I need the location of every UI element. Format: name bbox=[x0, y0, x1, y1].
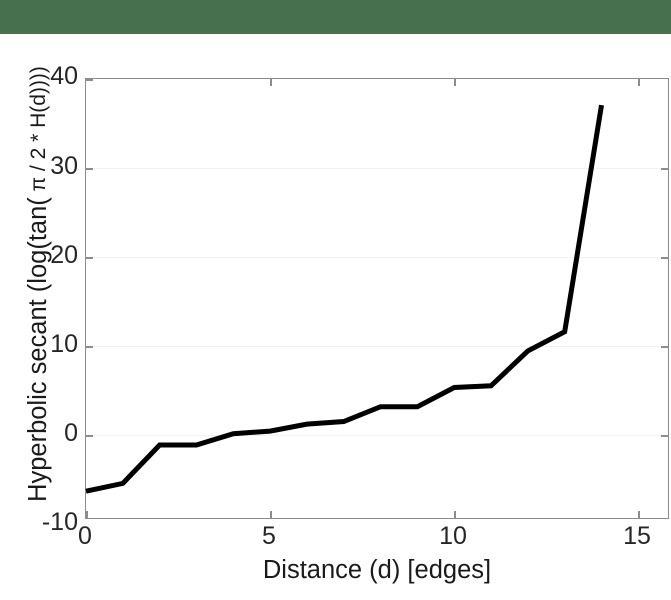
y-tick-label: 30 bbox=[50, 152, 78, 180]
x-tick-mark-top-10 bbox=[454, 79, 456, 86]
x-axis-title: Distance (d) [edges] bbox=[262, 556, 492, 584]
y-tick-label: 0 bbox=[64, 419, 78, 447]
y-tick-mark-right-30 bbox=[661, 168, 668, 170]
gridline-y0 bbox=[86, 435, 668, 436]
y-tick-mark-right-10 bbox=[661, 346, 668, 348]
gridline-y20 bbox=[86, 257, 668, 258]
y-tick-mark-0 bbox=[86, 435, 93, 437]
y-tick-mark-20 bbox=[86, 257, 93, 259]
x-tick-mark-10 bbox=[454, 511, 456, 518]
x-tick-label: 15 bbox=[623, 522, 651, 550]
x-tick-mark-15 bbox=[638, 511, 640, 518]
x-tick-mark-0 bbox=[86, 511, 88, 518]
y-tick-mark-30 bbox=[86, 168, 93, 170]
y-tick-mark-10 bbox=[86, 346, 93, 348]
y-tick-label: 40 bbox=[50, 62, 78, 90]
y-tick-label: 10 bbox=[50, 330, 78, 358]
y-tick-mark-right-0 bbox=[661, 435, 668, 437]
y-tick-mark-40 bbox=[86, 79, 93, 81]
y-axis-title-container: Hyperbolic secant (log(tan( π / 2 * H(d)… bbox=[18, 0, 58, 584]
y-tick-label: 20 bbox=[50, 241, 78, 269]
top-color-band bbox=[0, 0, 671, 34]
y-tick-mark-right-20 bbox=[661, 257, 668, 259]
x-tick-mark-5 bbox=[270, 511, 272, 518]
x-tick-mark-top-15 bbox=[638, 79, 640, 86]
gridline-y30 bbox=[86, 168, 668, 169]
y-tick-label: -10 bbox=[41, 508, 78, 536]
x-tick-label: 5 bbox=[262, 522, 276, 550]
y-axis-title: Hyperbolic secant (log(tan( π / 2 * H(d)… bbox=[18, 0, 58, 584]
data-series-line bbox=[85, 104, 604, 494]
y-tick-label-column: 40 30 20 10 0 -10 bbox=[8, 0, 78, 600]
y-axis-title-superscript: π / 2 * H(d)))) bbox=[27, 66, 50, 198]
y-axis-title-main: Hyperbolic secant (log(tan( bbox=[24, 197, 52, 502]
plot-area bbox=[85, 78, 669, 519]
x-tick-label: 0 bbox=[78, 522, 92, 550]
gridline-y10 bbox=[86, 346, 668, 347]
x-tick-label: 10 bbox=[439, 522, 467, 550]
x-tick-mark-top-5 bbox=[270, 79, 272, 86]
